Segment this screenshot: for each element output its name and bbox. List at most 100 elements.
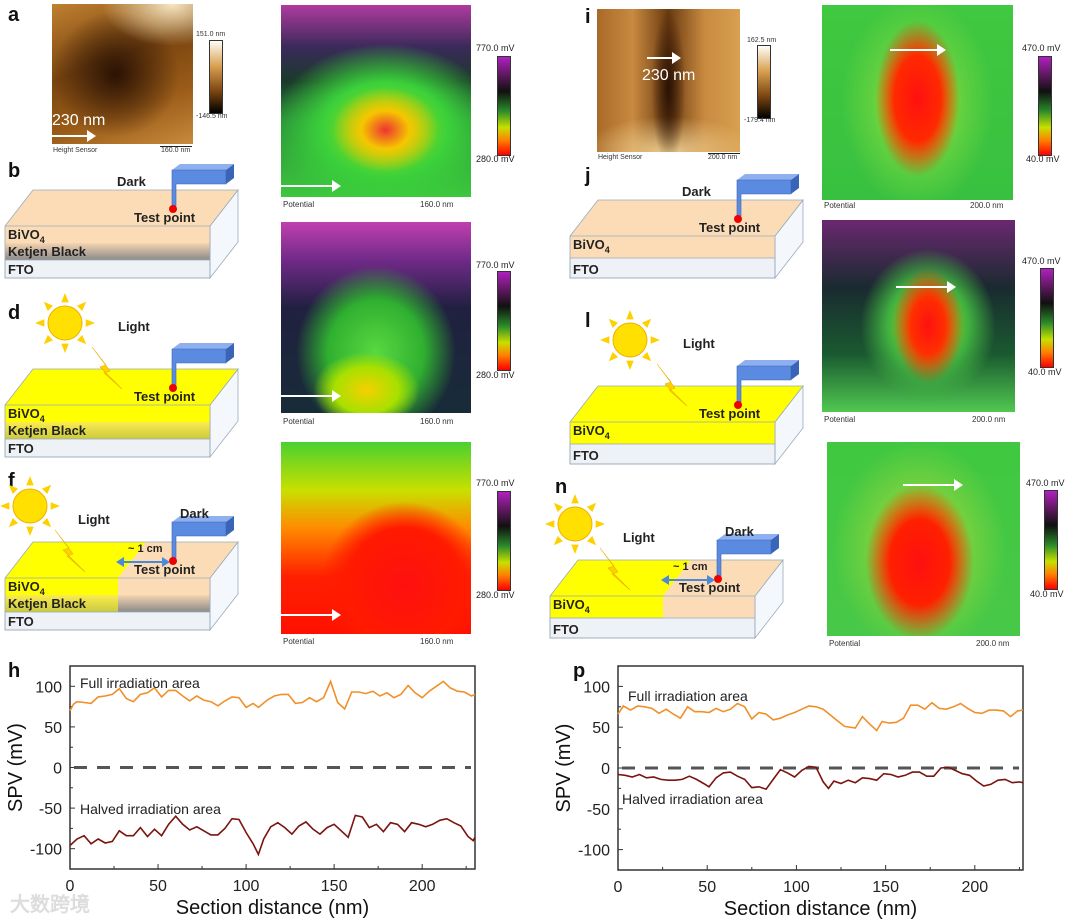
x-axis-label: Section distance (nm): [176, 897, 369, 919]
spv-chart-p: -100 -50 0 50 100 0 50 100 150 200 Section distanc…: [553, 665, 1024, 920]
colorbar-max-label: 162.5 nm: [747, 37, 777, 44]
bivo4-label: BiVO4: [573, 237, 610, 255]
series-line-full: [69, 679, 476, 712]
colorbar-min-label: 40.0 mV: [1026, 154, 1060, 164]
slab-top-face: [5, 369, 238, 405]
fto-label: FTO: [573, 448, 599, 463]
channel-label: Potential: [829, 639, 861, 648]
cantilever-top: [172, 164, 234, 170]
lightning-icon: [599, 547, 631, 591]
kpfm-potential-map-g: [281, 442, 471, 634]
arrow-icon: [647, 52, 681, 64]
scale-label: 160.0 nm: [420, 637, 454, 646]
subscript: 4: [40, 587, 45, 597]
cantilever-top: [737, 174, 799, 180]
test-point-dot: [169, 384, 177, 392]
y-tick-label: 50: [44, 720, 62, 737]
slab-top-dark: [663, 560, 783, 596]
test-point-dot: [169, 205, 177, 213]
watermark: 大数跨境: [10, 894, 90, 916]
x-tick-label: 0: [614, 879, 623, 896]
height-colorbar: [209, 40, 223, 114]
slab-top-face: [570, 386, 803, 422]
slab-outline: [569, 199, 804, 279]
x-tick-label: 100: [783, 879, 810, 896]
x-axis-label: Section distance (nm): [724, 898, 917, 920]
ketjen-black-label: Ketjen Black: [8, 244, 87, 259]
panel-letter-a: a: [8, 4, 20, 26]
x-tick-label: 150: [872, 879, 899, 896]
dark-label: Dark: [725, 524, 755, 539]
height-colorbar: [757, 45, 771, 119]
colorbar-min-label: 40.0 mV: [1028, 367, 1062, 377]
sun-ray: [545, 520, 555, 528]
sun-ray: [61, 343, 69, 353]
scale-label: 160.0 nm: [420, 417, 454, 426]
colorbar-min-label: -179.4 nm: [744, 117, 776, 124]
afm-height-image-i: 230 nm: [597, 9, 740, 152]
potential-colorbar: [497, 271, 511, 371]
subscript: 4: [585, 605, 590, 615]
sun-ray: [43, 301, 54, 312]
arrow-icon: [890, 44, 946, 56]
x-tick-label: 0: [66, 878, 75, 895]
slab-top-dark: [118, 542, 238, 578]
kpfm-potential-map-k: [822, 5, 1013, 200]
panel-letter-j: j: [585, 165, 591, 187]
ketjen-black-overlay: [5, 595, 118, 612]
test-point-label: Test point: [679, 580, 741, 595]
potential-colorbar: [1044, 490, 1058, 590]
bivo4-label: BiVO4: [573, 423, 610, 441]
y-tick-label: -100: [578, 843, 610, 860]
scale-label: 200.0 nm: [708, 154, 738, 161]
ketjen-black-label: Ketjen Black: [8, 596, 87, 611]
channel-label: Height Sensor: [53, 147, 98, 154]
bivo4-layer: [5, 578, 118, 595]
lightning-icon: [656, 363, 688, 407]
arrow-icon: [281, 609, 341, 621]
bivo4-layer: [570, 236, 775, 258]
sun-ray: [26, 476, 34, 486]
arrow-head-left: [116, 557, 124, 567]
scale-bar: [160, 146, 192, 147]
sun-ray: [626, 360, 634, 370]
scan-length-label: 230 nm: [52, 112, 106, 129]
arrow-icon: [52, 130, 96, 142]
fto-layer: [4, 611, 211, 631]
cantilever-top: [172, 343, 234, 349]
bivo4-label: BiVO4: [8, 579, 45, 597]
sun-ray: [553, 535, 564, 546]
sun-ray: [571, 494, 579, 504]
colorbar-min-label: -146.5 nm: [196, 113, 228, 120]
channel-label: Potential: [283, 200, 315, 209]
distance-label: ~ 1 cm: [673, 561, 708, 573]
annotation-halved: Halved irradiation area: [622, 791, 763, 807]
bivo4-label: BiVO4: [8, 406, 45, 424]
y-tick-label: 0: [601, 761, 610, 778]
colorbar-max-label: 470.0 mV: [1022, 256, 1061, 266]
sun-ray: [26, 526, 34, 536]
subscript: 4: [605, 245, 610, 255]
panel-letter-l: l: [585, 310, 591, 332]
sun-ray: [35, 319, 45, 327]
test-point-dot: [734, 401, 742, 409]
schematic-half-light-n: BiVO4 FTO Test point Light Dark ~ 1 cm: [545, 494, 784, 640]
slab-outline: [4, 541, 239, 631]
bivo4-layer: [5, 226, 210, 243]
annotation-full: Full irradiation area: [628, 688, 748, 704]
subscript: 4: [605, 431, 610, 441]
slab-outline: [4, 189, 239, 279]
x-tick-label: 200: [961, 879, 988, 896]
arrow-icon: [903, 479, 963, 491]
slab-top-illuminated: [550, 560, 691, 596]
subscript: 4: [40, 414, 45, 424]
sun-ray: [76, 334, 87, 345]
ketjen-black-label: Ketjen Black: [8, 423, 87, 438]
channel-label: Potential: [283, 637, 315, 646]
sun-ray: [608, 318, 619, 329]
series-line-halved: [617, 765, 1024, 791]
panel-letter-d: d: [8, 302, 21, 324]
scan-length-label: 230 nm: [642, 67, 696, 84]
bivo4-layer: [5, 405, 210, 422]
